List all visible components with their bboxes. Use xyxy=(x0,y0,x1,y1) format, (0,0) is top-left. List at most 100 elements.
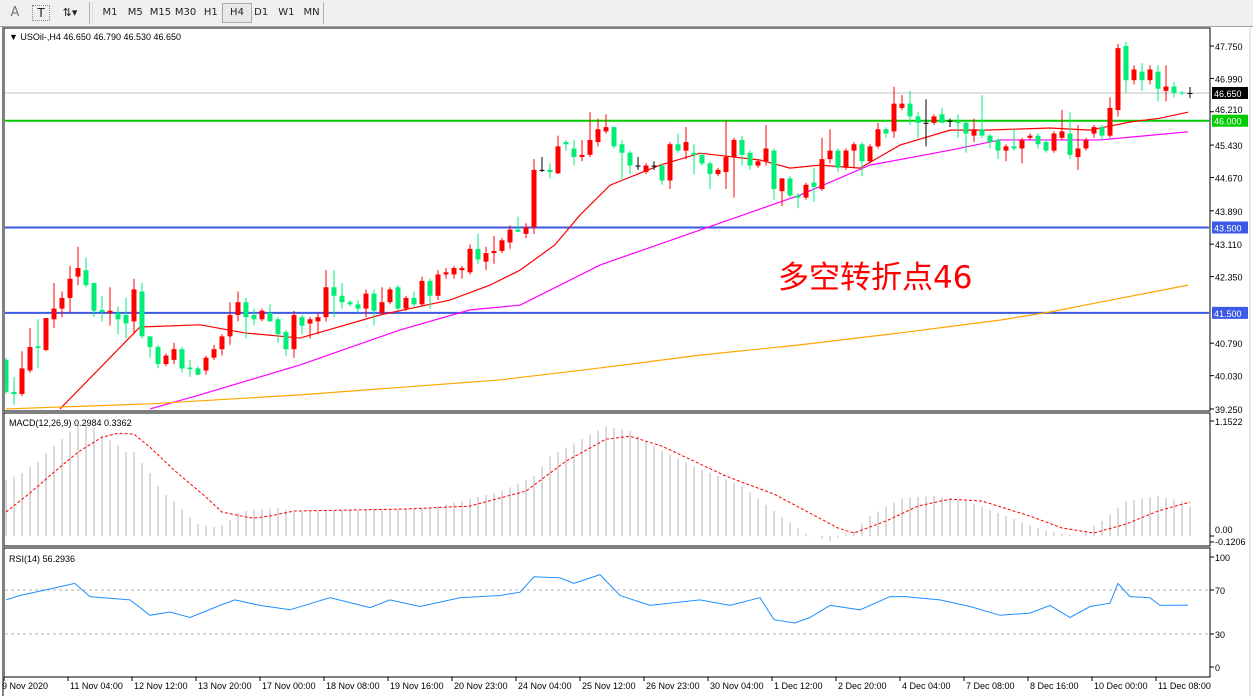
candle xyxy=(635,157,641,170)
candle-body xyxy=(643,165,649,172)
candle-body xyxy=(787,178,793,196)
candle-body xyxy=(275,319,281,335)
text-tool-icon[interactable]: A xyxy=(10,5,20,20)
text-label-tool-icon[interactable]: T xyxy=(32,5,50,21)
candle-body xyxy=(139,291,145,337)
date-label: 25 Nov 12:00 xyxy=(582,681,636,691)
candle-body xyxy=(331,287,337,296)
candle xyxy=(155,344,161,369)
timeframe-h1-button[interactable]: H1 xyxy=(203,7,218,18)
date-label: 18 Nov 08:00 xyxy=(326,681,380,691)
candle-body xyxy=(411,297,417,305)
timeframe-m1-button[interactable]: M1 xyxy=(102,7,118,18)
candle xyxy=(451,265,457,279)
level-price-tag-bg xyxy=(1212,114,1248,127)
candle-body xyxy=(635,165,641,167)
candle-body xyxy=(891,103,897,132)
candle-body xyxy=(515,229,521,232)
candle-body xyxy=(211,349,217,358)
candle xyxy=(75,246,81,286)
chart-window[interactable]: ▼ USOil-,H4 46.650 46.790 46.530 46.650 4… xyxy=(0,27,1253,696)
candle xyxy=(627,150,633,175)
candle-body xyxy=(587,139,593,155)
timeframe-h4-button[interactable]: H4 xyxy=(222,3,252,23)
candle-body xyxy=(851,144,857,151)
candle xyxy=(419,276,425,307)
date-label: 30 Nov 04:00 xyxy=(710,681,764,691)
candle-body xyxy=(475,248,481,260)
candle xyxy=(803,182,809,200)
candle-body xyxy=(443,272,449,275)
candle xyxy=(251,308,257,326)
date-label: 11 Dec 08:00 xyxy=(1158,681,1211,691)
candle-body xyxy=(491,250,497,254)
candle xyxy=(115,306,121,335)
candle xyxy=(699,152,705,166)
candle xyxy=(99,295,105,322)
candle xyxy=(779,178,785,207)
candle xyxy=(347,300,353,307)
candle-body xyxy=(739,139,745,155)
timeframe-m15-button[interactable]: M15 xyxy=(149,7,172,18)
candle-body xyxy=(219,336,225,350)
candle-body xyxy=(1091,127,1097,134)
timeframe-m30-button[interactable]: M30 xyxy=(174,7,197,18)
candle-body xyxy=(667,144,673,181)
date-label: 7 Dec 08:00 xyxy=(966,681,1015,691)
date-label: 19 Nov 16:00 xyxy=(390,681,444,691)
timeframe-w1-button[interactable]: W1 xyxy=(278,7,295,18)
candle-body xyxy=(811,182,817,187)
candle xyxy=(899,95,905,111)
candle-body xyxy=(195,368,201,375)
candle xyxy=(643,163,649,175)
chart-annotation: 多空转折点46 xyxy=(778,260,973,296)
candle xyxy=(411,291,417,307)
timeframe-mn-button[interactable]: MN xyxy=(303,7,320,18)
candle-body xyxy=(179,349,185,369)
timeframe-m5-button[interactable]: M5 xyxy=(127,7,143,18)
candle xyxy=(523,223,529,239)
candle-body xyxy=(683,142,689,151)
candle xyxy=(675,133,681,153)
candle-body xyxy=(1035,135,1041,145)
candle-body xyxy=(1019,139,1025,149)
candle xyxy=(683,127,689,160)
candle xyxy=(539,157,545,172)
candle xyxy=(1043,139,1049,153)
candle xyxy=(243,297,249,339)
candle xyxy=(363,289,369,318)
candle-body xyxy=(339,295,345,303)
timeframe-d1-button[interactable]: D1 xyxy=(254,7,269,18)
candle-body xyxy=(163,355,169,365)
date-label: 24 Nov 04:00 xyxy=(518,681,572,691)
candle xyxy=(507,225,513,249)
chart-canvas[interactable]: ▼ USOil-,H4 46.650 46.790 46.530 46.650 4… xyxy=(0,27,1253,696)
candle xyxy=(187,359,193,377)
candle-body xyxy=(283,332,289,350)
candle xyxy=(395,285,401,311)
date-label: 20 Nov 23:00 xyxy=(454,681,508,691)
candle xyxy=(819,137,825,192)
candle-body xyxy=(563,142,569,145)
candle xyxy=(1075,124,1081,170)
candle-body xyxy=(619,144,625,153)
candle xyxy=(1091,124,1097,138)
arrows-dropdown-icon[interactable]: ⇅▾ xyxy=(62,6,78,19)
price-tick-label: 46.990 xyxy=(1215,74,1243,84)
price-tick-label: 47.750 xyxy=(1215,42,1243,52)
macd-plot xyxy=(5,423,1191,541)
candle-body xyxy=(1099,127,1105,136)
candle-body xyxy=(43,317,49,351)
rsi-tick-label: 0 xyxy=(1215,663,1220,673)
candle-body xyxy=(427,280,433,296)
candle xyxy=(843,148,849,170)
moving-average-line-3 xyxy=(5,284,1189,410)
candle-body xyxy=(251,315,257,320)
candle xyxy=(403,295,409,311)
toolbar-separator xyxy=(323,2,324,24)
candle-body xyxy=(699,154,705,164)
level-price-tag: 41.500 xyxy=(1214,309,1242,319)
candle-body xyxy=(5,359,9,392)
candle-body xyxy=(379,302,385,313)
toolbar-grip[interactable] xyxy=(92,2,93,24)
